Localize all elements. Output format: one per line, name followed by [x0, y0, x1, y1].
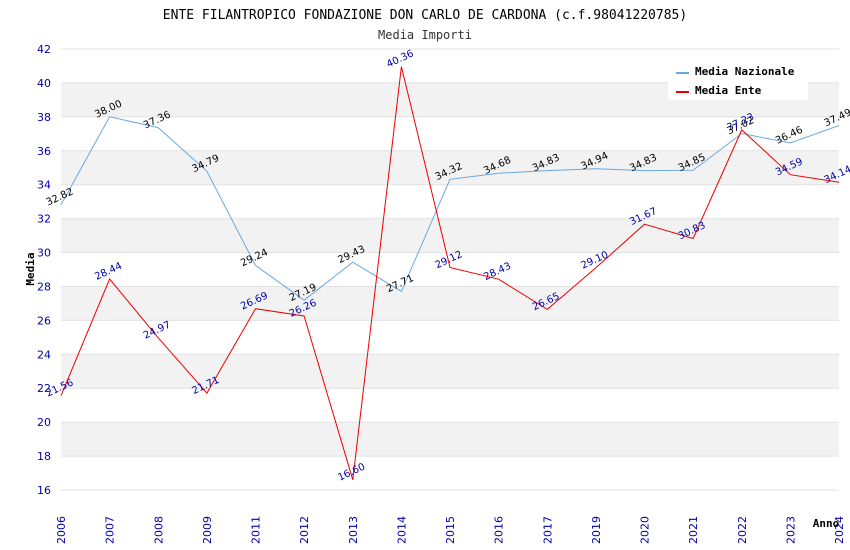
x-tick-label: 2016	[493, 516, 506, 544]
y-tick-label: 40	[37, 77, 51, 90]
plot-area	[61, 49, 839, 490]
series-lines	[60, 66, 840, 480]
x-tick-label: 2008	[152, 516, 165, 544]
legend-label-ente: Media Ente	[695, 84, 762, 97]
legend-background	[668, 60, 808, 100]
x-tick-label: 2015	[444, 516, 457, 544]
x-tick-label: 2019	[590, 516, 603, 544]
x-tick-label: 2013	[347, 516, 360, 544]
x-tick-label: 2007	[104, 516, 117, 544]
x-axis-ticks: 2006 2007 2008 2009 2011 2012 2013 2014 2015 2016…	[55, 516, 846, 544]
y-tick-label: 26	[37, 314, 51, 327]
x-tick-label: 2023	[784, 516, 797, 544]
grid-band	[61, 422, 839, 457]
x-tick-label: 2022	[736, 516, 749, 544]
y-tick-label: 34	[37, 179, 51, 192]
grid-band	[61, 354, 839, 389]
legend: Media Nazionale Media Ente	[668, 60, 808, 100]
y-tick-label: 22	[37, 382, 51, 395]
y-tick-label: 24	[37, 348, 51, 361]
x-tick-label: 2024	[833, 516, 846, 544]
x-tick-label: 2011	[250, 516, 263, 544]
y-axis-label: Media	[24, 252, 37, 285]
x-tick-label: 2021	[687, 516, 700, 544]
x-tick-label: 2020	[639, 516, 652, 544]
x-tick-label: 2017	[541, 516, 554, 544]
y-tick-label: 38	[37, 111, 51, 124]
y-tick-label: 36	[37, 145, 51, 158]
x-tick-label: 2012	[298, 516, 311, 544]
x-axis-label: Anno	[813, 517, 840, 530]
x-tick-label: 2006	[55, 516, 68, 544]
y-tick-label: 28	[37, 280, 51, 293]
chart-subtitle: Media Importi	[378, 28, 472, 42]
y-tick-label: 30	[37, 247, 51, 260]
series-line-nazionale	[60, 116, 840, 301]
y-tick-label: 16	[37, 484, 51, 497]
grid-band	[61, 286, 839, 321]
y-tick-label: 20	[37, 416, 51, 429]
x-tick-label: 2009	[201, 516, 214, 544]
y-tick-label: 18	[37, 450, 51, 463]
plot-bands	[61, 48, 839, 491]
y-axis-ticks: 16 18 20 22 24 26 28 30 32 34 36 38 40 42	[37, 43, 51, 497]
y-tick-label: 42	[37, 43, 51, 56]
legend-label-nazionale: Media Nazionale	[695, 65, 795, 78]
grid-band	[61, 218, 839, 253]
series-line-ente	[60, 66, 840, 480]
x-tick-label: 2014	[395, 516, 408, 544]
y-tick-label: 32	[37, 213, 51, 226]
chart-title: ENTE FILANTROPICO FONDAZIONE DON CARLO D…	[163, 8, 687, 23]
